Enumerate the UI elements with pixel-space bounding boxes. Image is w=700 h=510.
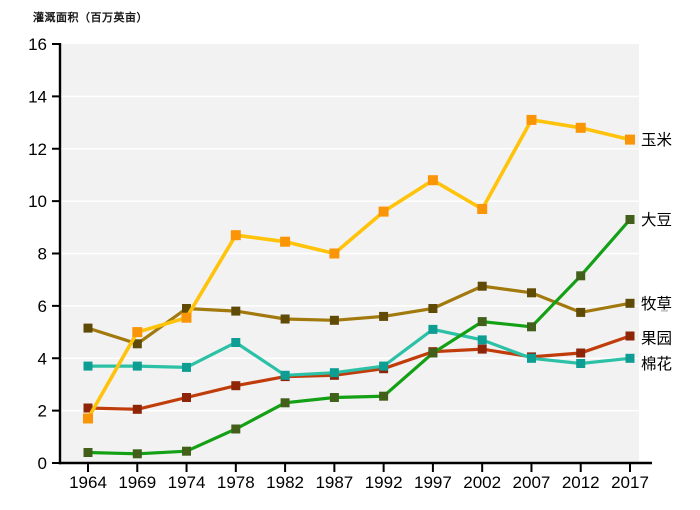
series-marker-corn — [477, 204, 488, 214]
series-line-soybean — [86, 217, 632, 456]
series-marker-pasture — [231, 306, 241, 316]
x-tick-label: 1997 — [414, 473, 452, 492]
series-marker-pasture — [379, 311, 389, 321]
series-marker-cotton — [428, 324, 438, 334]
series-marker-orchard — [182, 393, 191, 402]
series-marker-soybean — [132, 449, 142, 459]
x-tick-label: 1992 — [365, 473, 403, 492]
x-tick-label: 2017 — [611, 473, 649, 492]
x-tick-label: 2007 — [513, 473, 551, 492]
series-marker-pasture — [280, 314, 290, 324]
y-tick-label: 6 — [38, 297, 47, 316]
series-marker-pasture — [132, 339, 142, 349]
series-marker-corn — [427, 175, 438, 186]
series-marker-pasture — [329, 315, 339, 325]
series-marker-pasture — [576, 307, 586, 317]
series-marker-soybean — [625, 215, 635, 224]
x-tick-label: 1987 — [315, 473, 353, 492]
series-marker-cotton — [625, 353, 635, 363]
stray-mark — [661, 309, 668, 312]
series-label-corn: 玉米 — [641, 131, 672, 149]
series-marker-orchard — [576, 348, 586, 358]
series-label-orchard: 果园 — [641, 330, 672, 347]
y-tick-label: 10 — [28, 192, 47, 211]
y-tick-label: 0 — [38, 454, 47, 473]
series-marker-cotton — [231, 338, 241, 347]
series-marker-cotton — [527, 353, 536, 363]
series-marker-pasture — [83, 323, 93, 333]
series-marker-orchard — [477, 344, 487, 354]
series-marker-cotton — [280, 370, 290, 380]
y-tick-label: 16 — [28, 35, 47, 54]
series-line-pasture — [86, 284, 632, 346]
series-line-orchard — [86, 334, 632, 411]
series-marker-soybean — [477, 317, 487, 327]
series-marker-cotton — [576, 359, 586, 368]
series-marker-corn — [230, 230, 241, 241]
series-marker-soybean — [379, 391, 389, 401]
series-marker-corn — [181, 312, 192, 323]
series-marker-corn — [83, 413, 93, 424]
series-marker-orchard — [83, 403, 93, 413]
series-marker-soybean — [428, 348, 438, 358]
series-marker-soybean — [527, 322, 536, 332]
y-tick-label: 4 — [38, 349, 47, 368]
series-label-cotton: 棉花 — [641, 355, 672, 373]
series-marker-soybean — [329, 393, 339, 402]
series-marker-soybean — [231, 424, 241, 434]
chart-title: 灌溉面积（百万英亩） — [33, 12, 148, 24]
x-tick-label: 2002 — [463, 473, 501, 492]
y-tick-label: 12 — [28, 140, 47, 159]
series-marker-cotton — [83, 361, 93, 371]
y-tick-label: 8 — [38, 245, 47, 264]
series-marker-cotton — [329, 368, 339, 378]
series-line-cotton — [86, 327, 632, 377]
series-marker-corn — [526, 114, 537, 125]
series-marker-soybean — [182, 446, 191, 456]
series-marker-cotton — [379, 361, 389, 371]
x-tick-label: 2012 — [562, 473, 600, 492]
series-marker-corn — [280, 236, 291, 247]
series-marker-pasture — [625, 298, 635, 308]
x-tick-label: 1974 — [168, 473, 206, 492]
series-marker-corn — [132, 327, 143, 338]
series-marker-pasture — [182, 304, 191, 313]
series-marker-soybean — [280, 398, 290, 408]
series-marker-pasture — [477, 281, 487, 291]
y-tick-label: 2 — [38, 402, 47, 421]
x-tick-label: 1969 — [118, 473, 156, 492]
x-tick-label: 1982 — [266, 473, 304, 492]
series-marker-soybean — [83, 448, 93, 457]
series-label-pasture: 牧草 — [641, 295, 672, 313]
series-marker-pasture — [428, 304, 438, 313]
series-marker-orchard — [625, 331, 635, 341]
series-line-corn — [86, 117, 632, 421]
series-marker-cotton — [182, 362, 191, 372]
series-marker-corn — [625, 134, 635, 145]
series-marker-corn — [378, 206, 389, 217]
x-tick-label: 1978 — [217, 473, 255, 492]
series-marker-cotton — [132, 361, 142, 371]
series-marker-corn — [575, 122, 586, 133]
series-marker-soybean — [576, 271, 586, 281]
series-marker-orchard — [132, 404, 142, 414]
series-label-soybean: 大豆 — [641, 211, 672, 229]
series-marker-corn — [329, 248, 340, 259]
series-marker-orchard — [231, 381, 241, 391]
series-marker-cotton — [477, 335, 487, 345]
y-tick-label: 14 — [28, 87, 47, 106]
x-tick-label: 1964 — [69, 473, 107, 492]
series-marker-pasture — [527, 288, 536, 298]
